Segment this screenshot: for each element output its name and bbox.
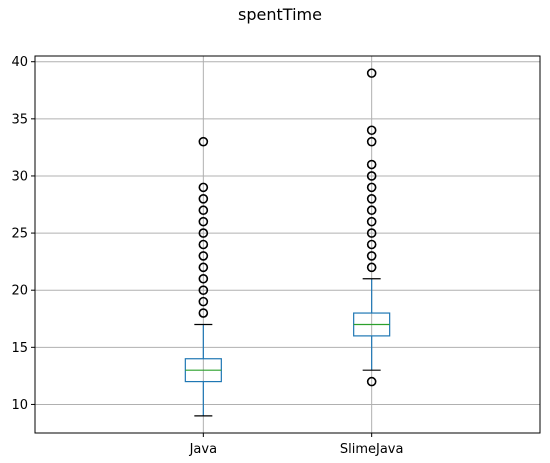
outlier-point <box>198 273 209 284</box>
y-tick-label: 30 <box>11 169 28 184</box>
axes-frame <box>34 55 541 434</box>
outlier-point <box>366 171 377 181</box>
outlier-point <box>366 182 377 193</box>
outlier-point <box>366 262 377 273</box>
y-tick-label: 25 <box>11 227 28 242</box>
outlier-point <box>366 194 377 204</box>
outlier-point <box>366 251 377 261</box>
outlier-point <box>198 296 209 307</box>
y-tick-label: 40 <box>11 55 28 70</box>
outlier-point <box>198 136 209 147</box>
outlier-point <box>366 376 377 387</box>
outlier-point <box>366 125 377 136</box>
outlier-point <box>198 308 209 318</box>
outlier-point <box>198 205 209 216</box>
y-tick-label: 20 <box>11 284 28 299</box>
outlier-point <box>366 239 377 250</box>
chart-title: spentTime <box>238 5 322 24</box>
box-group <box>353 68 391 387</box>
outlier-point <box>198 228 209 238</box>
outlier-point <box>198 194 209 204</box>
outlier-point <box>198 182 209 193</box>
outlier-point <box>198 262 209 273</box>
y-tick-label: 10 <box>11 398 28 413</box>
boxes-layer <box>184 68 391 417</box>
box-group <box>184 136 222 417</box>
outlier-point <box>366 216 377 227</box>
y-tick-label: 35 <box>11 112 28 127</box>
outlier-point <box>366 136 377 147</box>
outlier-point <box>198 216 209 227</box>
x-tick-label: Java <box>189 442 217 457</box>
outlier-point <box>198 285 209 295</box>
outlier-point <box>366 159 377 170</box>
outlier-point <box>198 239 209 250</box>
y-tick-label: 15 <box>11 341 28 356</box>
outlier-point <box>366 68 377 78</box>
grid-layer <box>35 56 540 433</box>
outlier-point <box>198 251 209 261</box>
outlier-point <box>366 205 377 216</box>
axes-layer: 10 15 20 25 30 35 40 Java SlimeJava <box>11 55 541 457</box>
outlier-point <box>366 228 377 238</box>
x-tick-label: SlimeJava <box>340 442 404 457</box>
